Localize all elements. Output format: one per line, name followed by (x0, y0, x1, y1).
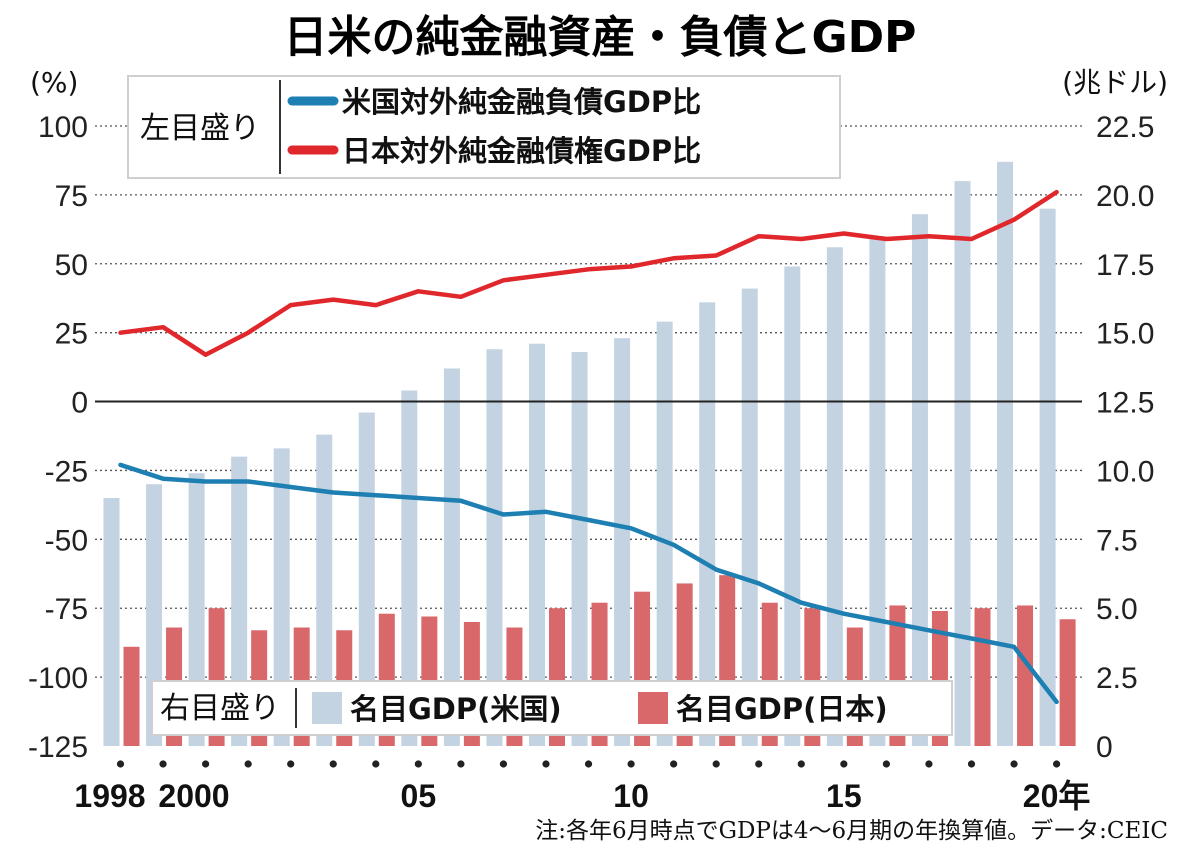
right-tick-label: 17.5 (1096, 249, 1154, 282)
bar-us-gdp (826, 247, 843, 746)
x-tick-dot (584, 760, 593, 768)
bar-us-gdp (614, 338, 631, 746)
right-tick-label: 7.5 (1096, 524, 1138, 557)
bar-us-gdp (784, 266, 801, 746)
x-tick-dot (414, 760, 422, 768)
x-tick-label: 05 (401, 778, 437, 814)
line-us-net-liabilities (118, 462, 1059, 705)
bars (103, 161, 1076, 747)
bar-us-gdp (231, 456, 248, 746)
left-tick-label: -50 (45, 524, 88, 557)
bar-us-gdp (656, 321, 673, 746)
right-axis-unit: (兆ドル) (1062, 66, 1168, 99)
x-tick-dot (116, 760, 125, 768)
x-tick-label: 10 (613, 778, 649, 814)
x-tick-dot (499, 760, 508, 768)
legend-left: 左目盛り 米国対外純金融負債GDP比 日本対外純金融債権GDP比 (127, 75, 841, 179)
legend-left-box (127, 75, 841, 179)
x-axis: 1998 2000 05 10 15 20年 (74, 760, 1090, 814)
legend-right: 右目盛り 名目GDP(米国) 名目GDP(日本) (151, 680, 953, 736)
x-tick-dot (882, 760, 891, 768)
source-note: 注:各年6月時点でGDPは4～6月期の年換算値。データ:CEIC (535, 818, 1168, 844)
x-tick-dot (329, 760, 337, 768)
x-tick-dot (542, 760, 550, 768)
left-tick-label: 0 (71, 387, 88, 420)
bar-us-gdp (911, 214, 928, 746)
right-tick-label: 0 (1096, 731, 1113, 764)
bar-us-gdp (997, 161, 1014, 747)
right-tick-label: 20.0 (1096, 180, 1154, 213)
x-tick-dot (797, 760, 805, 768)
bar-us-gdp (529, 343, 545, 746)
left-tick-label: -125 (28, 731, 88, 764)
bar-us-gdp (273, 448, 290, 746)
right-tick-label: 2.5 (1096, 662, 1138, 695)
bar-us-gdp (401, 390, 418, 746)
x-tick-label: 1998 (74, 778, 145, 814)
x-tick-dot (840, 760, 848, 768)
bar-us-gdp (571, 351, 588, 746)
left-tick-label: -100 (28, 662, 88, 695)
right-tick-label: 12.5 (1096, 387, 1154, 420)
legend-jp-line-label: 日本対外純金融債権GDP比 (342, 134, 701, 168)
x-tick-dot (967, 760, 976, 768)
legend-us-gdp-swatch (312, 692, 342, 724)
legend-us-line-label: 米国対外純金融負債GDP比 (342, 85, 701, 119)
left-tick-label: 25 (55, 318, 88, 351)
left-tick-label: 75 (55, 180, 88, 213)
bar-jp-gdp (1059, 619, 1076, 746)
bar-us-gdp (954, 181, 971, 747)
bar-us-gdp (741, 288, 758, 746)
bar-us-gdp (443, 368, 460, 746)
bar-jp-gdp (123, 646, 140, 746)
bar-us-gdp (103, 498, 120, 746)
legend-us-gdp-label: 名目GDP(米国) (350, 692, 562, 726)
chart-title: 日米の純金融資産・負債とGDP (284, 12, 917, 63)
x-tick-dot (755, 760, 763, 768)
bar-us-gdp (486, 349, 503, 746)
left-axis-ticks: 100 75 50 25 0 -25 -50 -75 -100 -125 (28, 111, 88, 764)
left-tick-label: -75 (45, 593, 88, 626)
x-tick-dot (925, 760, 933, 768)
right-axis-ticks: 22.5 20.0 17.5 15.0 12.5 10.0 7.5 5.0 2.5 0 (1096, 111, 1154, 764)
bar-us-gdp (699, 302, 716, 746)
x-tick-dot (159, 760, 167, 768)
x-tick-dot (1053, 760, 1061, 768)
legend-jp-gdp-label: 名目GDP(日本) (676, 692, 888, 726)
right-tick-label: 22.5 (1096, 111, 1154, 144)
x-tick-label: 2000 (158, 778, 229, 814)
series-lines (118, 189, 1059, 705)
x-tick-dot (372, 760, 380, 768)
x-tick-dot (202, 760, 210, 768)
x-tick-dot (1010, 760, 1018, 768)
bar-us-gdp (188, 473, 205, 746)
bar-jp-gdp (1017, 605, 1034, 746)
legend-right-label: 右目盛り (160, 691, 280, 726)
right-tick-label: 5.0 (1096, 593, 1138, 626)
right-tick-label: 10.0 (1096, 455, 1154, 488)
x-tick-dot (244, 760, 252, 768)
x-tick-dot (712, 760, 720, 768)
left-tick-label: -25 (45, 455, 88, 488)
bar-us-gdp (316, 434, 333, 746)
legend-jp-gdp-swatch (638, 692, 668, 724)
left-tick-label: 50 (55, 249, 88, 282)
right-tick-label: 15.0 (1096, 318, 1154, 351)
left-axis-unit: (%) (30, 66, 78, 99)
x-tick-label: 15 (826, 778, 862, 814)
bar-us-gdp (869, 236, 886, 746)
bar-us-gdp (1039, 208, 1056, 746)
legend-right-box (151, 680, 953, 736)
legend-left-label: 左目盛り (140, 111, 260, 146)
left-tick-label: 100 (38, 111, 88, 144)
line-jp-net-assets (118, 189, 1059, 357)
x-tick-dot (457, 760, 465, 768)
x-tick-dot (670, 760, 678, 768)
bar-jp-gdp (974, 608, 991, 746)
x-tick-label: 20年 (1023, 778, 1091, 814)
x-tick-dot (287, 760, 295, 768)
x-tick-dot (627, 760, 635, 768)
